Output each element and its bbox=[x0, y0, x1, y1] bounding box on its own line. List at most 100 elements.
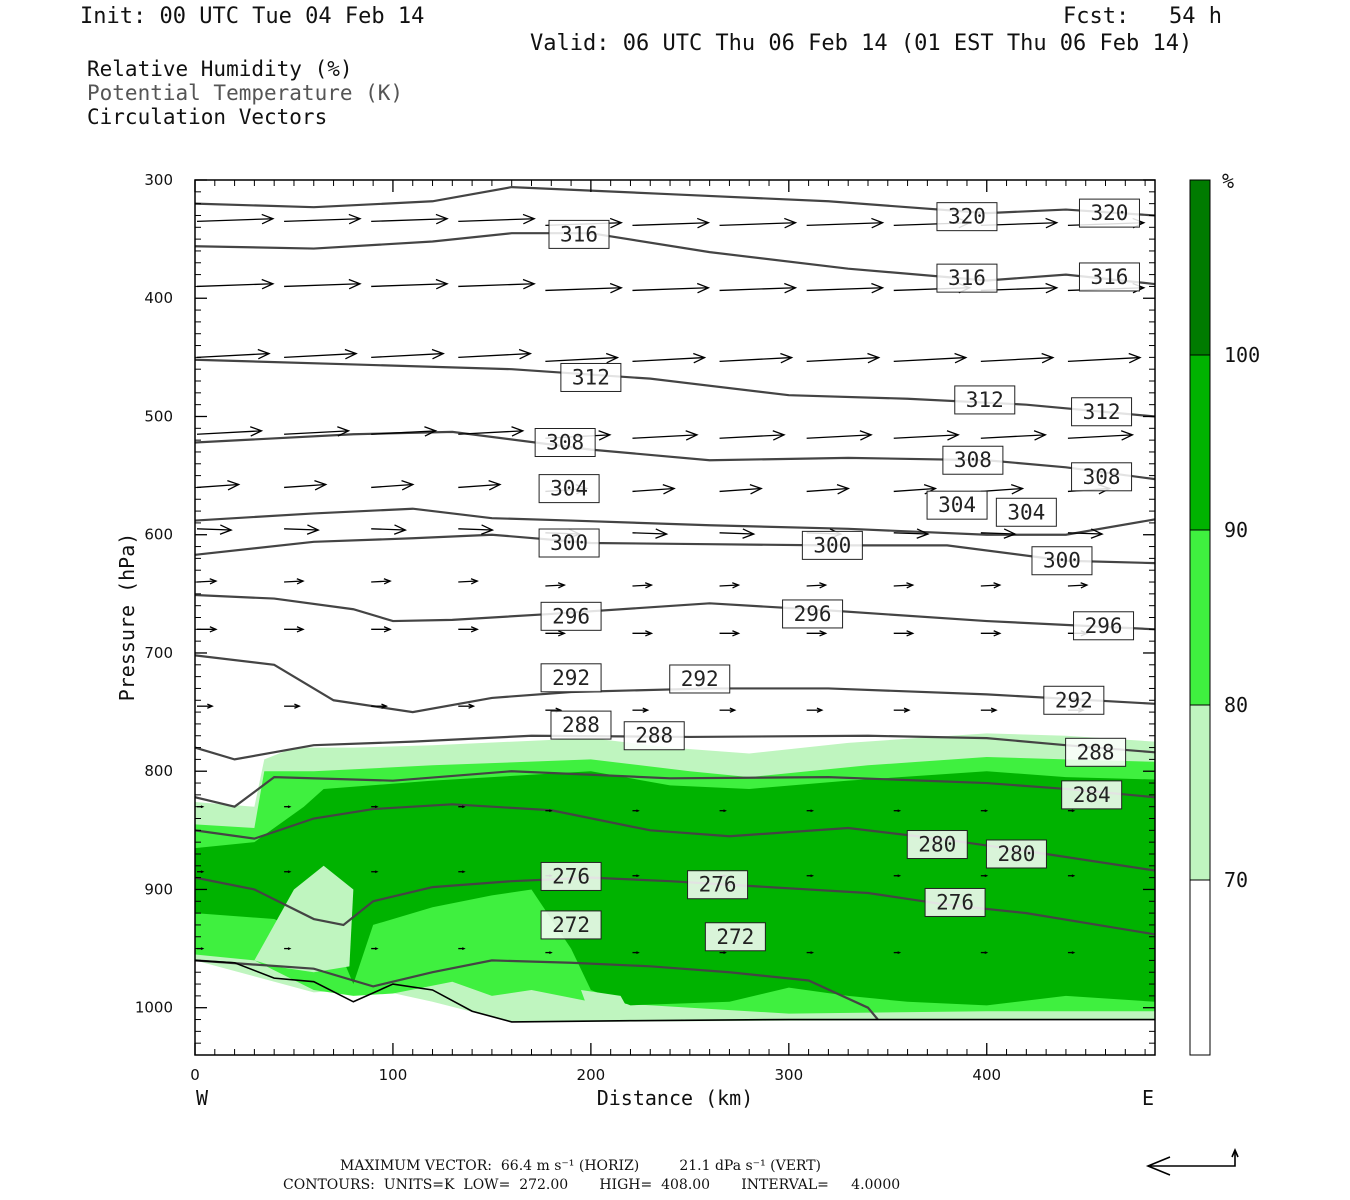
isentrope-label: 312 bbox=[572, 365, 610, 389]
rh-70-surface-pocket bbox=[580, 989, 631, 1018]
vector-arrow bbox=[458, 626, 479, 633]
isentrope-label-box bbox=[540, 663, 602, 693]
terrain-line bbox=[195, 959, 1155, 1023]
vector-arrow bbox=[284, 480, 328, 491]
vector-arrow bbox=[284, 626, 305, 633]
isentrope-292 bbox=[195, 654, 1155, 714]
vector-arrow bbox=[371, 426, 438, 437]
isentrope-label-box bbox=[534, 428, 596, 457]
vector-arrow bbox=[632, 430, 699, 441]
isentrope-label-box bbox=[687, 870, 749, 900]
colorbar-tick-80: 80 bbox=[1224, 693, 1248, 717]
vector-arrow bbox=[371, 947, 379, 950]
vector-arrow bbox=[196, 278, 275, 290]
vector-arrow bbox=[719, 809, 727, 813]
vector-arrow bbox=[1067, 582, 1089, 589]
vector-arrow bbox=[806, 582, 828, 589]
isentrope-label-box bbox=[906, 830, 968, 860]
isentrope-label: 308 bbox=[1083, 465, 1121, 489]
isentrope-label-box bbox=[942, 445, 1004, 475]
vector-arrow bbox=[458, 870, 466, 874]
isentrope-label-box bbox=[540, 601, 602, 631]
colorbar-tick-70: 70 bbox=[1224, 868, 1248, 892]
isentrope-label: 308 bbox=[546, 431, 584, 455]
vector-arrow bbox=[1067, 430, 1135, 441]
isentrope-320 bbox=[195, 185, 1155, 217]
vector-arrow bbox=[632, 809, 640, 813]
vector-arrow bbox=[1067, 951, 1076, 954]
vector-arrow bbox=[1067, 352, 1142, 364]
vector-arrow bbox=[371, 578, 392, 585]
colorbar-band-80 bbox=[1189, 529, 1211, 706]
isentrope-label-box bbox=[540, 910, 602, 940]
isentrope-label-box bbox=[538, 528, 600, 558]
vector-arrow bbox=[197, 703, 214, 709]
y-tick-label: 800 bbox=[144, 762, 173, 780]
isentrope-label: 300 bbox=[1043, 549, 1081, 573]
vector-arrow bbox=[980, 484, 1025, 495]
isentrope-label: 304 bbox=[938, 493, 976, 517]
vector-arrow bbox=[632, 951, 640, 954]
isentrope-label: 272 bbox=[552, 913, 590, 937]
vector-arrow bbox=[371, 213, 449, 225]
vector-arrow bbox=[458, 805, 466, 809]
vector-arrow bbox=[980, 430, 1048, 441]
vector-arrow bbox=[284, 426, 351, 437]
isentrope-label: 280 bbox=[918, 833, 956, 857]
isentrope-label-box bbox=[936, 263, 998, 293]
isentrope-304 bbox=[195, 507, 1155, 536]
isentrope-label-box bbox=[985, 839, 1047, 869]
isentrope-label: 312 bbox=[966, 388, 1004, 412]
colorbar-unit: % bbox=[1222, 169, 1234, 193]
vector-arrow bbox=[371, 805, 379, 809]
vector-arrow bbox=[632, 484, 676, 495]
y-axis-label: Pressure (hPa) bbox=[115, 533, 139, 702]
vector-arrow bbox=[806, 630, 828, 637]
isentrope-label-box bbox=[623, 721, 685, 751]
isentrope-label: 288 bbox=[1077, 740, 1115, 764]
vector-arrow bbox=[719, 951, 727, 954]
y-tick-label: 400 bbox=[144, 289, 173, 307]
vector-arrow bbox=[545, 582, 567, 589]
isentrope-label-box bbox=[550, 710, 612, 740]
vector-arrow bbox=[371, 524, 408, 535]
isentrope-label-box bbox=[801, 530, 863, 560]
x-tick-label: 100 bbox=[379, 1066, 408, 1084]
isentrope-label: 300 bbox=[813, 533, 851, 557]
forecast-hour: Fcst: 54 h bbox=[1063, 4, 1222, 29]
colorbar-tick-90: 90 bbox=[1224, 518, 1248, 542]
isentrope-label-box bbox=[1043, 685, 1105, 715]
vector-arrow bbox=[284, 947, 292, 950]
isentrope-label: 316 bbox=[560, 222, 598, 246]
isentrope-label-box bbox=[1031, 546, 1093, 576]
vector-arrow bbox=[806, 430, 873, 441]
x-tick-label: 200 bbox=[577, 1066, 606, 1084]
vector-arrow bbox=[632, 630, 654, 637]
isentrope-label: 292 bbox=[552, 666, 590, 690]
y-tick-label: 1000 bbox=[135, 999, 173, 1017]
isentrope-label: 316 bbox=[1091, 265, 1129, 289]
valid-time: Valid: 06 UTC Thu 06 Feb 14 (01 EST Thu … bbox=[530, 31, 1193, 56]
vector-arrow bbox=[545, 951, 553, 954]
vector-arrow bbox=[632, 217, 711, 229]
vector-arrow bbox=[545, 282, 623, 294]
vector-arrow bbox=[371, 703, 389, 709]
y-tick-label: 900 bbox=[144, 880, 173, 898]
contour-info-note: CONTOURS: UNITS=K LOW= 272.00 HIGH= 408.… bbox=[283, 1177, 901, 1193]
vector-arrow bbox=[980, 707, 998, 713]
vector-arrow bbox=[284, 278, 362, 290]
isentrope-label-box bbox=[1073, 611, 1135, 641]
isentrope-label-box bbox=[669, 664, 731, 694]
isentrope-label-box bbox=[1078, 262, 1140, 292]
isentrope-label: 276 bbox=[699, 873, 737, 897]
isentrope-label: 276 bbox=[552, 864, 590, 888]
vector-arrow bbox=[806, 217, 885, 229]
isentrope-label-box bbox=[1071, 397, 1133, 427]
y-tick-label: 300 bbox=[144, 171, 173, 189]
vector-arrow bbox=[893, 528, 930, 539]
isentrope-296 bbox=[195, 593, 1155, 631]
vector-arrow bbox=[284, 213, 362, 225]
max-vector-note: MAXIMUM VECTOR: 66.4 m s⁻¹ (HORIZ) 21.1 … bbox=[340, 1158, 822, 1174]
vector-arrow bbox=[284, 524, 320, 535]
isentrope-label: 300 bbox=[550, 531, 588, 555]
